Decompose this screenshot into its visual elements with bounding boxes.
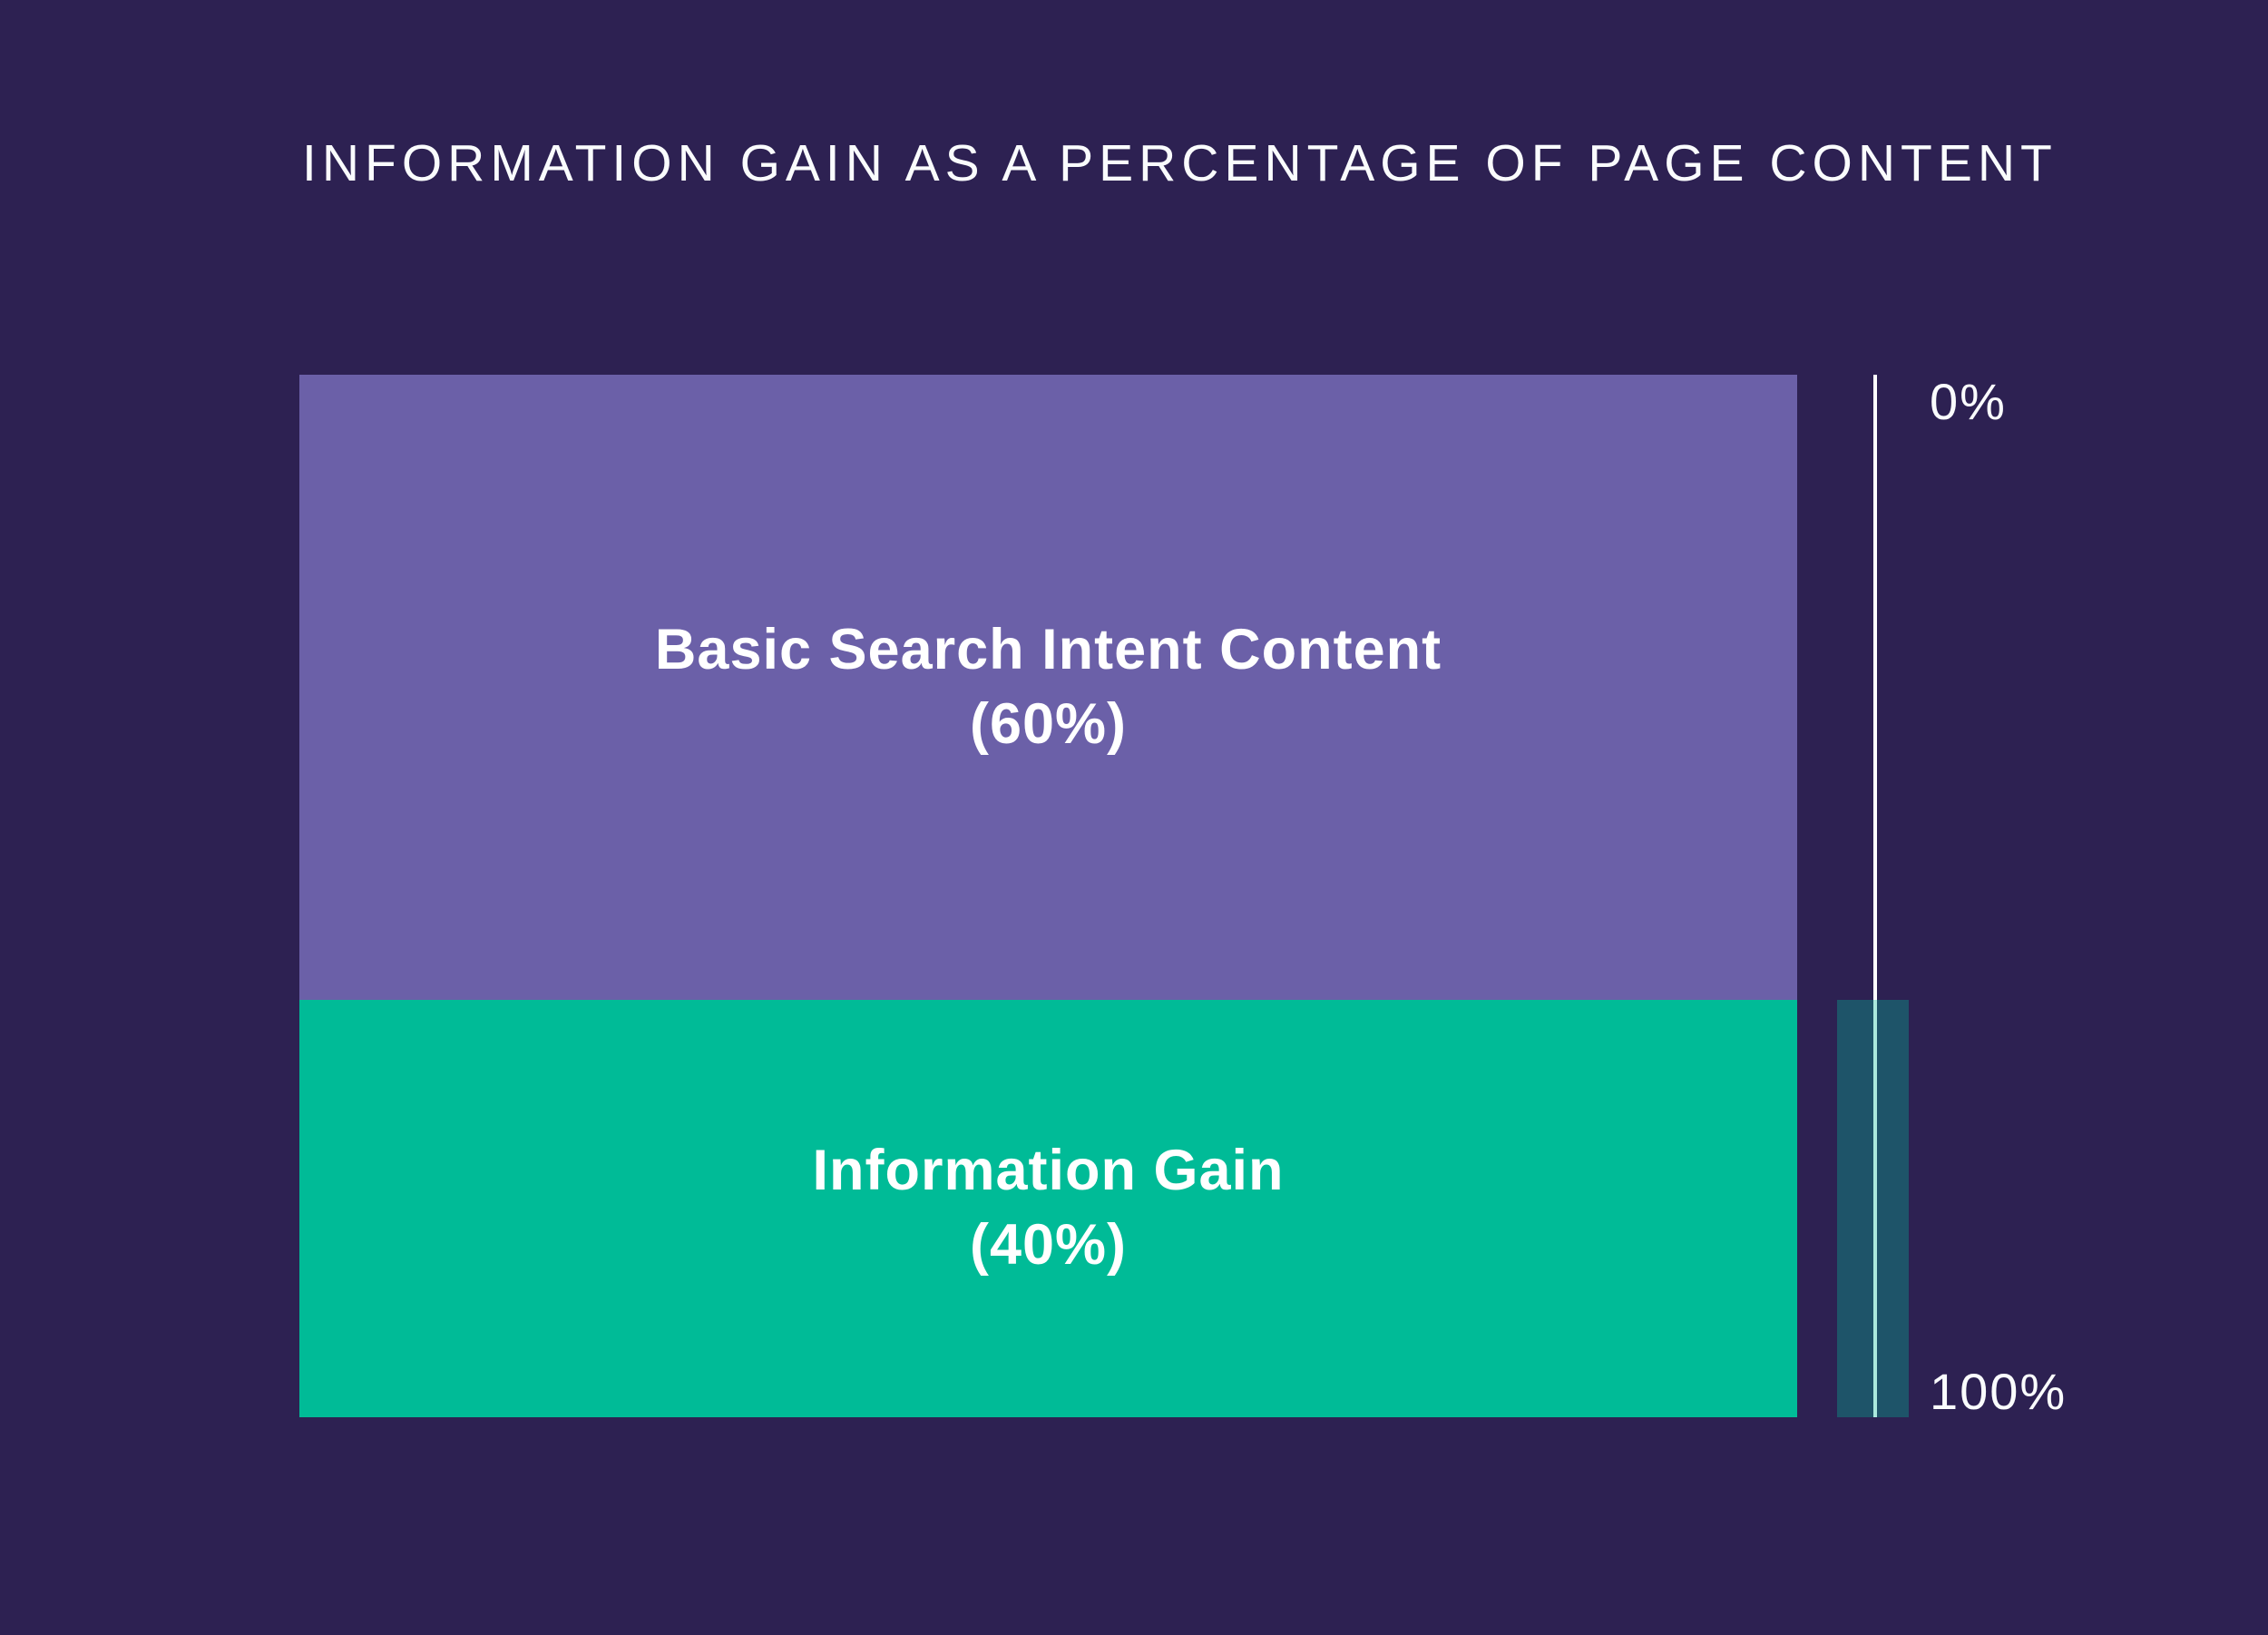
chart-title: INFORMATION GAIN AS A PERCENTAGE OF PAGE… <box>302 134 2058 192</box>
stacked-bar: Basic Search Intent Content (60%) Inform… <box>299 375 1797 1417</box>
segment-value-label: (60%) <box>969 691 1128 756</box>
percentage-axis <box>1837 375 1909 1417</box>
axis-label-hundred-percent: 100% <box>1930 1363 2068 1420</box>
segment-information-gain: Information Gain (40%) <box>299 1000 1797 1417</box>
axis-label-zero-percent: 0% <box>1930 373 2007 430</box>
axis-line <box>1873 375 1877 1417</box>
segment-label: Basic Search Intent Content <box>654 617 1442 681</box>
segment-basic-search-intent-content: Basic Search Intent Content (60%) <box>299 375 1797 1001</box>
segment-value-label: (40%) <box>969 1213 1128 1278</box>
segment-label: Information Gain <box>812 1139 1285 1203</box>
axis-highlight-bar <box>1837 1000 1909 1417</box>
